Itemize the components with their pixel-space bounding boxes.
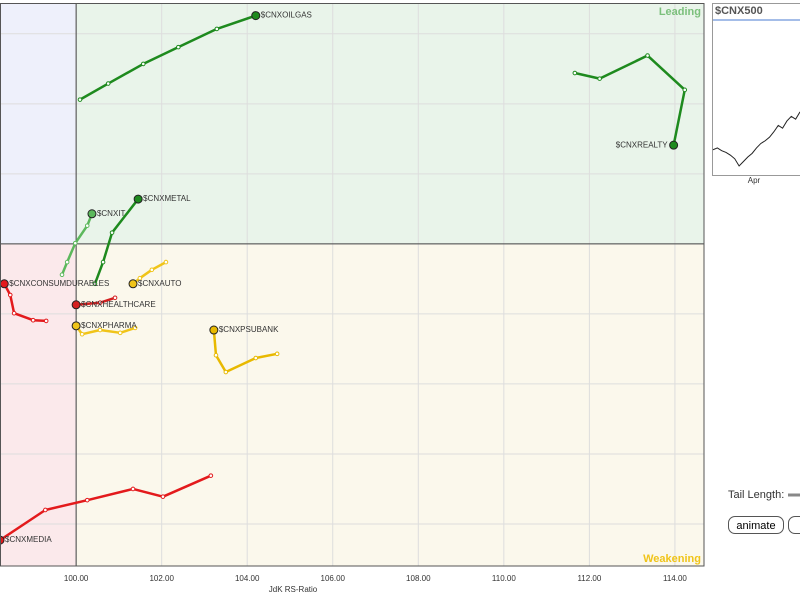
- series-label: $CNXAUTO: [138, 279, 181, 288]
- tail-point: [72, 240, 78, 246]
- head-point: [669, 140, 679, 150]
- tail-point: [77, 97, 83, 102]
- series-label: $CNXMETAL: [143, 194, 191, 203]
- tail-point: [163, 259, 169, 265]
- tail-point: [253, 355, 259, 361]
- tail-point: [43, 318, 49, 324]
- tail-point: [97, 327, 103, 333]
- head-point: [133, 194, 143, 204]
- head-point: [71, 300, 81, 310]
- tail-point: [117, 330, 123, 336]
- tail-point: [214, 26, 220, 32]
- tail-point: [100, 259, 106, 265]
- tail-point: [160, 494, 166, 499]
- tail-point: [30, 317, 36, 323]
- tail-point: [274, 351, 280, 357]
- tail-point: [213, 352, 219, 358]
- series-label: $CNXIT: [97, 209, 126, 218]
- tail-line: [0, 474, 212, 542]
- tail-point: [149, 267, 155, 273]
- tail-point: [572, 70, 578, 76]
- tail-length-label: Tail Length:: [728, 489, 784, 501]
- x-tick-label: 112.00: [577, 574, 601, 583]
- tail-point: [140, 61, 146, 67]
- tail-point: [109, 230, 115, 235]
- tail-point: [64, 259, 70, 265]
- quadrant-improving: [0, 3, 77, 244]
- tail-point: [208, 473, 214, 478]
- tail-point: [84, 497, 90, 503]
- x-tick-label: 104.00: [235, 574, 260, 583]
- x-tick-label: 110.00: [492, 574, 516, 583]
- head-point: [0, 279, 9, 289]
- quadrant-label: Leading: [659, 6, 701, 18]
- x-tick-label: 100.00: [64, 574, 89, 583]
- quadrant-label: Weakening: [643, 553, 701, 565]
- series-label: $CNXREALTY: [616, 140, 669, 149]
- tail-point: [132, 325, 138, 331]
- control-button[interactable]: [788, 516, 800, 534]
- x-tick-label: 108.00: [406, 574, 431, 583]
- head-point: [251, 11, 261, 21]
- tail-point: [105, 81, 111, 86]
- tail-point: [130, 486, 136, 492]
- tail-point: [597, 76, 602, 81]
- tail-point: [137, 275, 143, 281]
- x-axis-label: JdK RS-Ratio: [269, 585, 318, 594]
- tail-point: [645, 53, 650, 58]
- head-point: [71, 321, 81, 331]
- tail-point: [7, 292, 13, 298]
- tail-line: [79, 14, 257, 101]
- mini-chart: $CNX500 Apr: [712, 3, 800, 185]
- series-label: $CNXPSUBANK: [219, 325, 279, 334]
- tail-line: [93, 198, 140, 285]
- quadrant-weakening: [76, 243, 704, 566]
- quadrant-lagging: [0, 243, 77, 566]
- series-label: $CNXMEDIA: [5, 535, 52, 544]
- tail-point: [112, 295, 118, 301]
- mini-chart-frame: [712, 3, 800, 176]
- series-label: $CNXPHARMA: [81, 321, 137, 330]
- plot-border: [0, 3, 705, 567]
- series-label: $CNXHEALTHCARE: [81, 300, 156, 309]
- x-tick-label: 114.00: [663, 574, 687, 583]
- animate-button[interactable]: animate: [728, 516, 784, 534]
- plot-area: $CNXOILGAS $CNXREALTY $CNXMETAL $CNXIT $CNXA…: [0, 3, 704, 566]
- mini-chart-title: $CNX500: [715, 5, 763, 17]
- tail-point: [11, 310, 17, 316]
- series-label: $CNXCONSUMDURABLES: [9, 279, 109, 288]
- head-point: [87, 209, 97, 219]
- head-point: [128, 279, 138, 289]
- tail-point: [176, 44, 181, 50]
- tail-point: [223, 369, 229, 375]
- tail-point: [59, 272, 65, 277]
- x-tick-label: 102.00: [149, 574, 174, 583]
- tail-point: [43, 507, 48, 513]
- tail-point: [84, 223, 90, 228]
- tail-point: [682, 87, 688, 93]
- x-tick-label: 106.00: [321, 574, 346, 583]
- tail-point: [79, 331, 85, 337]
- series-label: $CNXOILGAS: [261, 11, 312, 20]
- head-point: [209, 325, 219, 335]
- mini-chart-line: [712, 111, 800, 167]
- mini-chart-x-label: Apr: [748, 176, 761, 185]
- tail-point: [97, 300, 103, 306]
- tail-point: [92, 281, 98, 287]
- quadrant-leading: [76, 3, 704, 244]
